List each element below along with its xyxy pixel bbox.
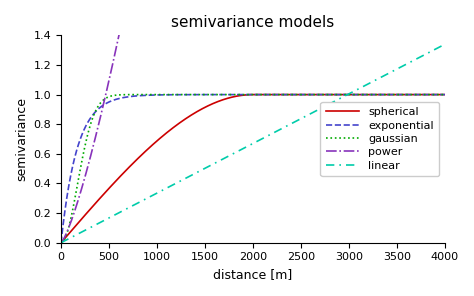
gaussian: [214, 93, 219, 96]
Line: linear: linear: [61, 44, 445, 243]
spherical: [97, 196, 103, 200]
exponential: [442, 93, 448, 96]
power: [58, 241, 64, 244]
gaussian: [365, 93, 371, 96]
linear: [322, 105, 328, 108]
spherical: [213, 100, 219, 104]
exponential: [58, 241, 64, 244]
exponential: [227, 93, 233, 96]
linear: [442, 42, 448, 46]
exponential: [213, 93, 219, 96]
power: [97, 116, 103, 120]
gaussian: [228, 93, 233, 96]
gaussian: [201, 93, 207, 96]
exponential: [357, 93, 363, 96]
spherical: [442, 93, 448, 96]
gaussian: [358, 93, 364, 96]
Title: semivariance models: semivariance models: [172, 15, 335, 30]
Line: gaussian: gaussian: [61, 95, 445, 243]
X-axis label: distance [m]: distance [m]: [213, 268, 292, 281]
Legend: spherical, exponential, gaussian, power, linear: spherical, exponential, gaussian, power,…: [320, 102, 439, 176]
linear: [97, 221, 103, 224]
spherical: [58, 241, 64, 244]
linear: [213, 161, 219, 164]
spherical: [322, 93, 328, 96]
gaussian: [97, 102, 103, 105]
exponential: [97, 106, 103, 109]
linear: [227, 154, 233, 157]
linear: [357, 86, 363, 90]
exponential: [365, 93, 370, 96]
gaussian: [442, 93, 448, 96]
gaussian: [322, 93, 328, 96]
linear: [58, 241, 64, 244]
Line: power: power: [61, 0, 445, 243]
exponential: [322, 93, 328, 96]
Line: spherical: spherical: [61, 95, 445, 243]
Line: exponential: exponential: [61, 95, 445, 243]
Y-axis label: semivariance: semivariance: [15, 97, 28, 181]
spherical: [358, 93, 364, 96]
spherical: [365, 93, 371, 96]
spherical: [227, 96, 233, 99]
spherical: [250, 93, 256, 96]
linear: [365, 83, 370, 86]
gaussian: [58, 241, 64, 244]
